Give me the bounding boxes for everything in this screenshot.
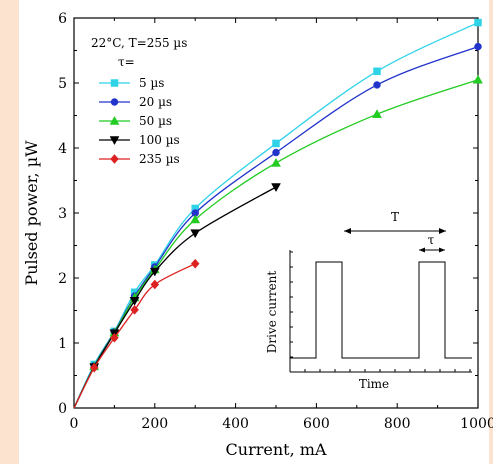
pulse-waveform (290, 261, 472, 359)
x-axis-ticks: 0 200 400 600 800 1000 (70, 18, 493, 432)
annotation-tau: τ= (118, 55, 135, 69)
legend-marker (110, 154, 119, 164)
y-tick-label: 0 (58, 401, 67, 417)
x-tick-label: 600 (303, 416, 330, 432)
data-point (474, 18, 482, 27)
legend-item: 235 µs (99, 152, 180, 166)
y-tick-label: 5 (58, 76, 67, 92)
legend-marker (110, 79, 119, 87)
legend-label: 5 µs (139, 76, 164, 90)
figure-panel (19, 0, 489, 464)
x-tick-label: 1000 (460, 416, 493, 432)
y-tick-label: 3 (58, 206, 67, 222)
pulse-width-arrow-right-head (439, 247, 445, 253)
x-tick-label: 800 (384, 416, 411, 432)
data-point (149, 267, 160, 277)
legend: 22°C, T=255 µs τ= 5 µs 20 µs 50 µs 100 µs 23… (91, 36, 187, 166)
legend-marker (109, 115, 120, 125)
series-layer (73, 18, 483, 409)
legend-marker (110, 98, 119, 106)
data-point (130, 304, 139, 315)
period-arrow-left-head (344, 228, 351, 234)
data-point (271, 157, 281, 167)
inset-ticks (289, 251, 471, 373)
y-axis-ticks: 0 1 2 3 4 5 6 (58, 11, 478, 417)
y-tick-label: 6 (58, 11, 67, 27)
pulse-width-arrow-left-head (419, 247, 425, 253)
data-point (110, 332, 119, 343)
data-point (372, 109, 382, 118)
inset-x-label: Time (359, 377, 389, 391)
x-tick-label: 0 (70, 416, 79, 432)
period-arrow-right-head (439, 228, 446, 234)
legend-item: 50 µs (99, 114, 172, 128)
annotation-conditions: 22°C, T=255 µs (91, 36, 187, 50)
pulse-inset: Drive current Time T τ (265, 210, 472, 391)
data-point (129, 297, 140, 306)
legend-marker (109, 136, 120, 146)
legend-item: 20 µs (99, 95, 172, 109)
x-tick-label: 400 (222, 416, 249, 432)
data-point (89, 362, 99, 373)
y-tick-label: 2 (58, 271, 67, 287)
data-point (190, 229, 201, 239)
series-4 (73, 258, 200, 409)
data-point (474, 42, 482, 51)
x-axis-title: Current, mA (226, 440, 327, 459)
x-tick-label: 200 (141, 416, 168, 432)
legend-items: 5 µs 20 µs 50 µs 100 µs 235 µs (99, 76, 180, 166)
legend-label: 235 µs (139, 152, 180, 166)
y-tick-label: 1 (58, 336, 67, 352)
data-point (272, 139, 280, 148)
period-label: T (391, 210, 399, 224)
inset-y-label: Drive current (265, 271, 279, 354)
data-point (271, 183, 281, 193)
legend-label: 100 µs (139, 133, 180, 147)
legend-item: 5 µs (99, 76, 164, 90)
data-point (373, 67, 381, 76)
data-point (473, 74, 483, 84)
legend-label: 20 µs (139, 95, 172, 109)
data-point (373, 81, 381, 89)
legend-item: 100 µs (99, 133, 180, 147)
data-point (190, 214, 201, 224)
data-point (190, 258, 200, 269)
y-axis-title: Pulsed power, µW (22, 140, 41, 286)
y-tick-label: 4 (58, 141, 67, 157)
pulse-width-label: τ (428, 233, 435, 247)
data-point (150, 279, 160, 290)
series-line (73, 263, 196, 409)
legend-label: 50 µs (139, 114, 172, 128)
data-point (272, 148, 280, 157)
